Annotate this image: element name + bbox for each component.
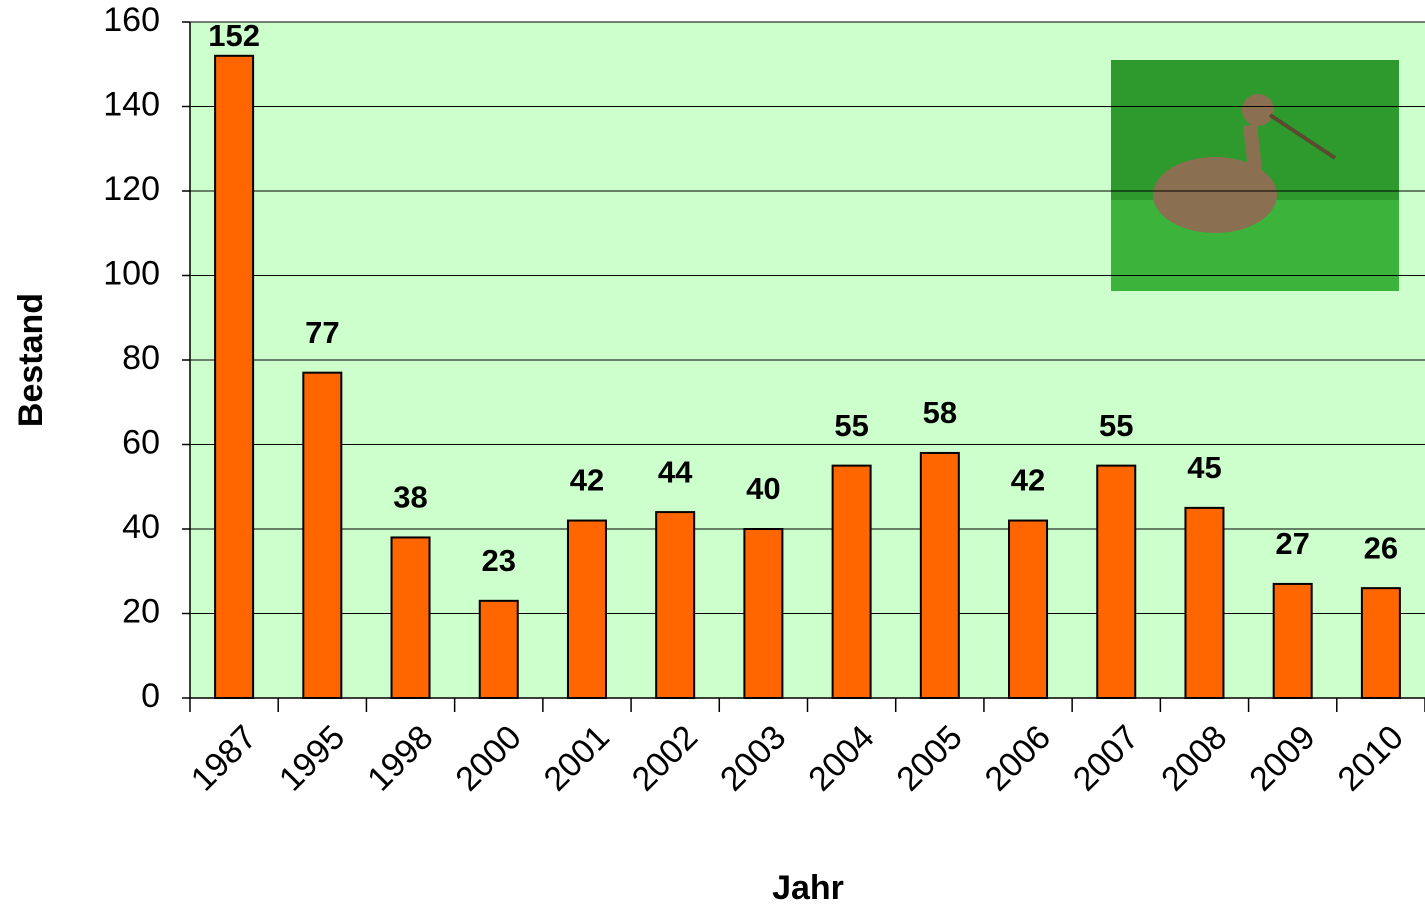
y-tick-label: 20 [122, 592, 160, 630]
value-label: 42 [1011, 463, 1045, 498]
y-tick-label: 120 [103, 170, 160, 208]
y-tick-label: 160 [103, 1, 160, 39]
y-tick-label: 60 [122, 423, 160, 461]
x-axis-title: Jahr [772, 869, 844, 907]
x-tick-label: 2006 [978, 718, 1058, 798]
bar [743, 528, 784, 699]
x-tick-label: 2001 [537, 718, 617, 798]
value-label: 27 [1275, 526, 1309, 561]
value-label: 45 [1187, 450, 1221, 485]
bar [566, 519, 607, 699]
bar [655, 511, 696, 699]
value-label: 152 [208, 18, 260, 53]
x-tick-label: 1995 [272, 718, 352, 798]
y-tick-label: 100 [103, 254, 160, 292]
x-tick-label: 2009 [1242, 718, 1322, 798]
value-label: 58 [923, 395, 957, 430]
y-tick-label: 80 [122, 339, 160, 377]
x-tick-label: 2005 [889, 718, 969, 798]
x-tick-label: 1987 [184, 718, 264, 798]
bar [214, 54, 255, 700]
value-label: 40 [746, 471, 780, 506]
value-label: 38 [393, 480, 427, 515]
bar [478, 599, 519, 700]
x-tick-label: 2007 [1066, 718, 1146, 798]
value-label: 42 [570, 463, 604, 498]
bar [1272, 582, 1313, 699]
bar [1096, 464, 1137, 699]
bar [1008, 519, 1049, 699]
value-label: 55 [1099, 408, 1133, 443]
x-tick-label: 2010 [1331, 718, 1411, 798]
x-tick-label: 2002 [625, 718, 705, 798]
bar [390, 536, 431, 700]
photo [1111, 60, 1399, 291]
x-tick-label: 2004 [801, 718, 881, 798]
x-tick-label: 2000 [448, 718, 528, 798]
y-tick-label: 40 [122, 508, 160, 546]
x-tick-label: 2008 [1154, 718, 1234, 798]
y-tick-label: 0 [141, 677, 160, 715]
y-tick-label: 140 [103, 85, 160, 123]
x-tick-label: 1998 [360, 718, 440, 798]
x-tick-label: 2003 [713, 718, 793, 798]
value-label: 77 [305, 315, 339, 350]
bar [919, 451, 960, 700]
bar [831, 464, 872, 699]
value-label: 55 [834, 408, 868, 443]
y-axis-title: Bestand [12, 293, 50, 427]
value-label: 23 [482, 543, 516, 578]
value-label: 26 [1364, 530, 1398, 565]
bar [1184, 506, 1225, 699]
value-label: 44 [658, 454, 693, 489]
bar [1360, 587, 1401, 700]
bar [302, 371, 343, 699]
